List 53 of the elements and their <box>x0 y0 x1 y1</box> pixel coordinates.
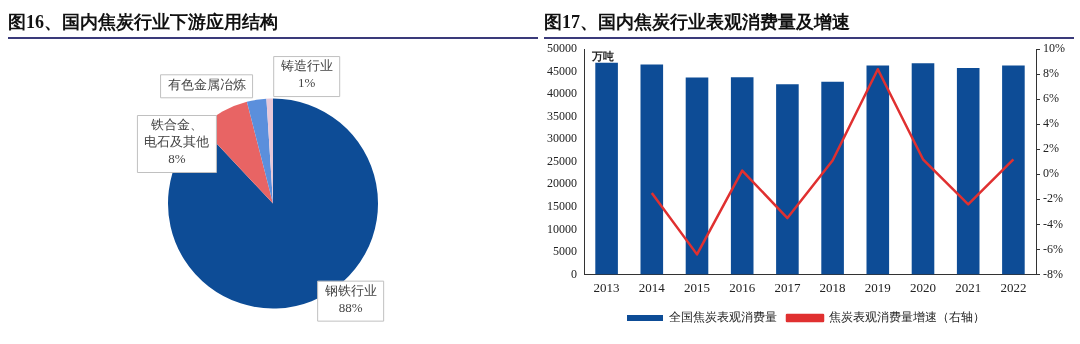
y2-tick-label: -6% <box>1043 241 1063 256</box>
y2-tick-label: 0% <box>1043 166 1059 181</box>
x-tick-label: 2014 <box>638 279 666 295</box>
x-tick-label: 2019 <box>864 279 891 295</box>
x-tick-label: 2018 <box>819 279 846 295</box>
data-label: 1% <box>298 75 316 91</box>
bar <box>956 68 980 275</box>
y2-tick-label: -4% <box>1043 216 1063 231</box>
legend-label: 全国焦炭表观消费量 <box>669 310 777 325</box>
y2-tick-label: -2% <box>1043 191 1063 206</box>
x-tick-label: 2021 <box>955 279 982 295</box>
data-label: 88% <box>338 300 363 316</box>
bar <box>1002 65 1025 275</box>
y-tick-label: 35000 <box>547 108 577 123</box>
y2-tick-label: -8% <box>1043 266 1063 281</box>
y-axis-title: 万吨 <box>591 49 614 62</box>
y-tick-label: 40000 <box>547 86 577 101</box>
bar <box>911 63 935 275</box>
x-tick-label: 2022 <box>1000 279 1027 295</box>
bar <box>730 77 754 275</box>
x-tick-label: 2017 <box>774 279 801 295</box>
y-tick-label: 0 <box>571 266 577 281</box>
y-tick-label: 45000 <box>547 63 577 78</box>
bar <box>866 65 890 275</box>
bar <box>595 62 618 275</box>
slice-label: 有色金属冶炼 <box>167 76 246 92</box>
chart-title: 图16、国内焦炭行业下游应用结构 <box>8 8 538 39</box>
y-tick-label: 30000 <box>547 131 577 146</box>
y2-tick-label: 8% <box>1043 66 1059 81</box>
y-tick-label: 20000 <box>547 176 577 191</box>
y2-tick-label: 2% <box>1043 141 1059 156</box>
y-tick-label: 25000 <box>547 153 577 168</box>
y2-tick-label: 10% <box>1043 41 1065 56</box>
slice-label: 钢铁行业 <box>323 283 377 299</box>
y-tick-label: 10000 <box>547 221 577 236</box>
x-tick-label: 2016 <box>729 279 756 295</box>
chart-title: 图17、国内焦炭行业表观消费量及增速 <box>544 8 1074 39</box>
y-tick-label: 50000 <box>547 41 577 56</box>
y-tick-label: 5000 <box>553 244 577 259</box>
slice-label: 铸造行业 <box>279 58 333 74</box>
x-tick-label: 2013 <box>593 279 620 295</box>
x-tick-label: 2015 <box>684 279 710 295</box>
bar <box>640 64 664 275</box>
bar <box>685 77 709 275</box>
slice-label: 铁合金、电石及其他 <box>144 117 210 150</box>
data-label: 8% <box>168 151 186 167</box>
y-tick-label: 15000 <box>547 199 577 213</box>
x-tick-label: 2020 <box>910 279 936 295</box>
bar <box>821 81 844 275</box>
legend-label: 焦炭表观消费量增速（右轴） <box>829 310 985 325</box>
y2-tick-label: 6% <box>1043 91 1059 106</box>
bar <box>776 84 799 275</box>
y2-tick-label: 4% <box>1043 116 1059 131</box>
